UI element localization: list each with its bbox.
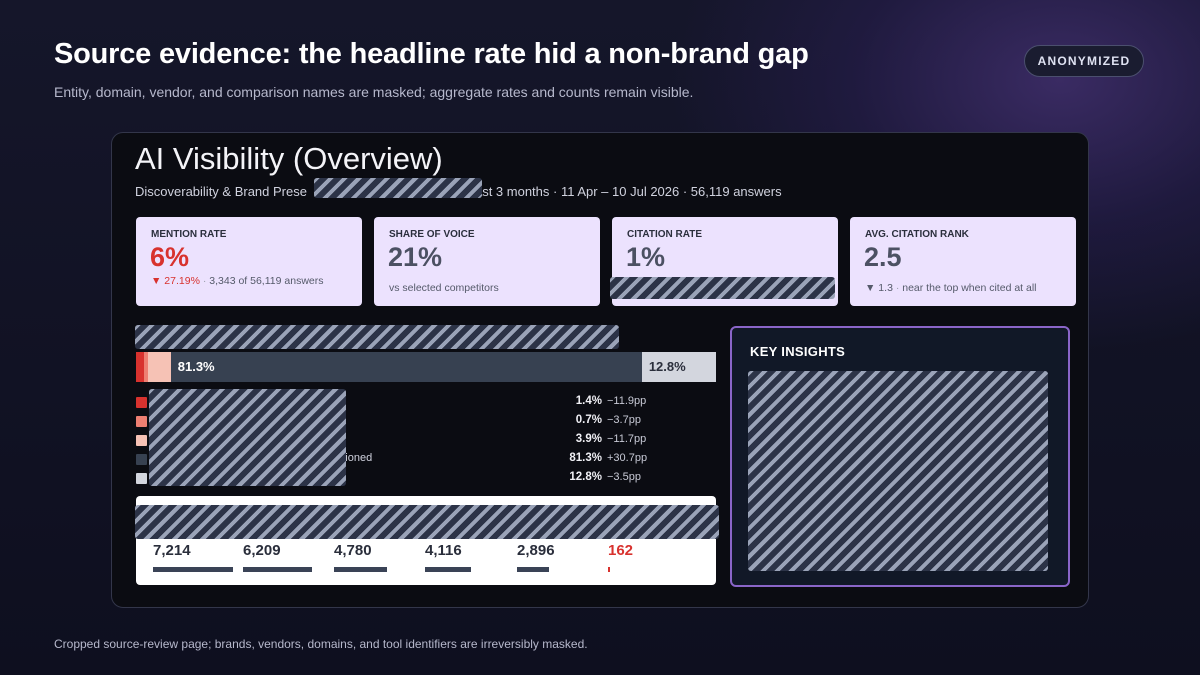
- legend-swatch: [136, 435, 147, 446]
- masked-section-header: [135, 325, 619, 349]
- volume-bar: [243, 567, 312, 572]
- legend-delta: −3.5pp: [607, 471, 641, 483]
- kpi-value: 1%: [626, 242, 666, 272]
- masked-subtitle-segment: [314, 178, 482, 198]
- kpi-note-text: 3,343 of 56,119 answers: [209, 275, 324, 287]
- distribution-segment: [136, 352, 145, 382]
- note-separator-icon: ·: [202, 275, 210, 287]
- masked-legend-labels: [149, 389, 346, 486]
- volume-bar: [153, 567, 233, 572]
- kpi-note: ▼ 1.3 · near the top when cited at all: [865, 281, 1070, 296]
- volume-bar: [517, 567, 550, 572]
- key-insights-panel: KEY INSIGHTS: [730, 326, 1070, 587]
- slide-title: Source evidence: the headline rate hid a…: [54, 38, 809, 70]
- panel-subtitle: Discoverability & Brand Prese ast 3 month…: [135, 184, 782, 199]
- legend-swatch: [136, 397, 147, 408]
- volume-bar: [334, 567, 387, 572]
- volume-value: 2,896: [517, 542, 555, 559]
- distribution-segment: 12.8%: [641, 352, 716, 382]
- kpi-label: MENTION RATE: [151, 229, 227, 240]
- kpi-delta: ▼ 27.19%: [151, 275, 200, 287]
- kpi-value: 6%: [150, 242, 190, 272]
- panel-subtitle-prefix: Discoverability & Brand Prese: [135, 184, 307, 199]
- distribution-segment: [148, 352, 171, 382]
- kpi-share-of-voice: SHARE OF VOICE 21% vs selected competito…: [374, 217, 600, 306]
- panel-title: AI Visibility (Overview): [135, 141, 443, 176]
- kpi-mention-rate: MENTION RATE 6% ▼ 27.19% · 3,343 of 56,1…: [136, 217, 362, 306]
- segment-label: 12.8%: [648, 359, 686, 374]
- legend-value: 0.7%: [575, 414, 602, 426]
- masked-insights-content: [748, 371, 1048, 571]
- legend-swatch: [136, 416, 147, 427]
- masked-citation-note: [610, 277, 835, 299]
- anonymized-badge: ANONYMIZED: [1024, 45, 1144, 77]
- legend-value: 81.3%: [569, 452, 602, 464]
- panel-subtitle-suffix: ast 3 months · 11 Apr – 10 Jul 2026 · 56…: [474, 184, 782, 199]
- legend-delta: −3.7pp: [607, 414, 641, 426]
- kpi-avg-citation-rank: AVG. CITATION RANK 2.5 ▼ 1.3 · near the …: [850, 217, 1076, 306]
- kpi-label: SHARE OF VOICE: [389, 229, 475, 240]
- legend-value: 12.8%: [569, 471, 602, 483]
- volume-value: 4,116: [425, 542, 462, 559]
- kpi-value: 2.5: [864, 242, 902, 272]
- segment-label: 81.3%: [177, 359, 215, 374]
- legend-delta: −11.7pp: [607, 433, 647, 445]
- legend-value: 1.4%: [575, 395, 602, 407]
- slide-subtitle: Entity, domain, vendor, and comparison n…: [54, 84, 694, 100]
- legend-swatch: [136, 454, 147, 465]
- volume-value: 162: [608, 542, 634, 559]
- distribution-segment: [144, 352, 149, 382]
- legend-value: 3.9%: [575, 433, 602, 445]
- kpi-label: CITATION RATE: [627, 229, 702, 240]
- volume-bar: [608, 567, 610, 572]
- kpi-note: ▼ 27.19% · 3,343 of 56,119 answers: [151, 274, 351, 289]
- volume-bar: [425, 567, 471, 572]
- kpi-note-text: near the top when cited at all: [902, 282, 1037, 294]
- kpi-label: AVG. CITATION RANK: [865, 229, 969, 240]
- kpi-note: vs selected competitors: [389, 282, 499, 294]
- kpi-delta: ▼ 1.3: [865, 282, 893, 294]
- kpi-value: 21%: [388, 242, 443, 272]
- volume-value: 4,780: [334, 542, 372, 559]
- volume-value: 6,209: [243, 542, 281, 559]
- distribution-segment: 81.3%: [170, 352, 642, 382]
- ai-visibility-panel: AI Visibility (Overview) Discoverability…: [111, 132, 1089, 608]
- distribution-bar: 81.3% 12.8%: [136, 352, 716, 382]
- masked-volume-header: [135, 505, 719, 539]
- legend-swatch: [136, 473, 147, 484]
- legend-delta: +30.7pp: [607, 452, 648, 464]
- slide-footer: Cropped source-review page; brands, vend…: [54, 637, 588, 651]
- key-insights-title: KEY INSIGHTS: [750, 344, 846, 359]
- volume-value: 7,214: [153, 542, 191, 559]
- note-separator-icon: ·: [895, 282, 903, 294]
- legend-delta: −11.9pp: [607, 395, 647, 407]
